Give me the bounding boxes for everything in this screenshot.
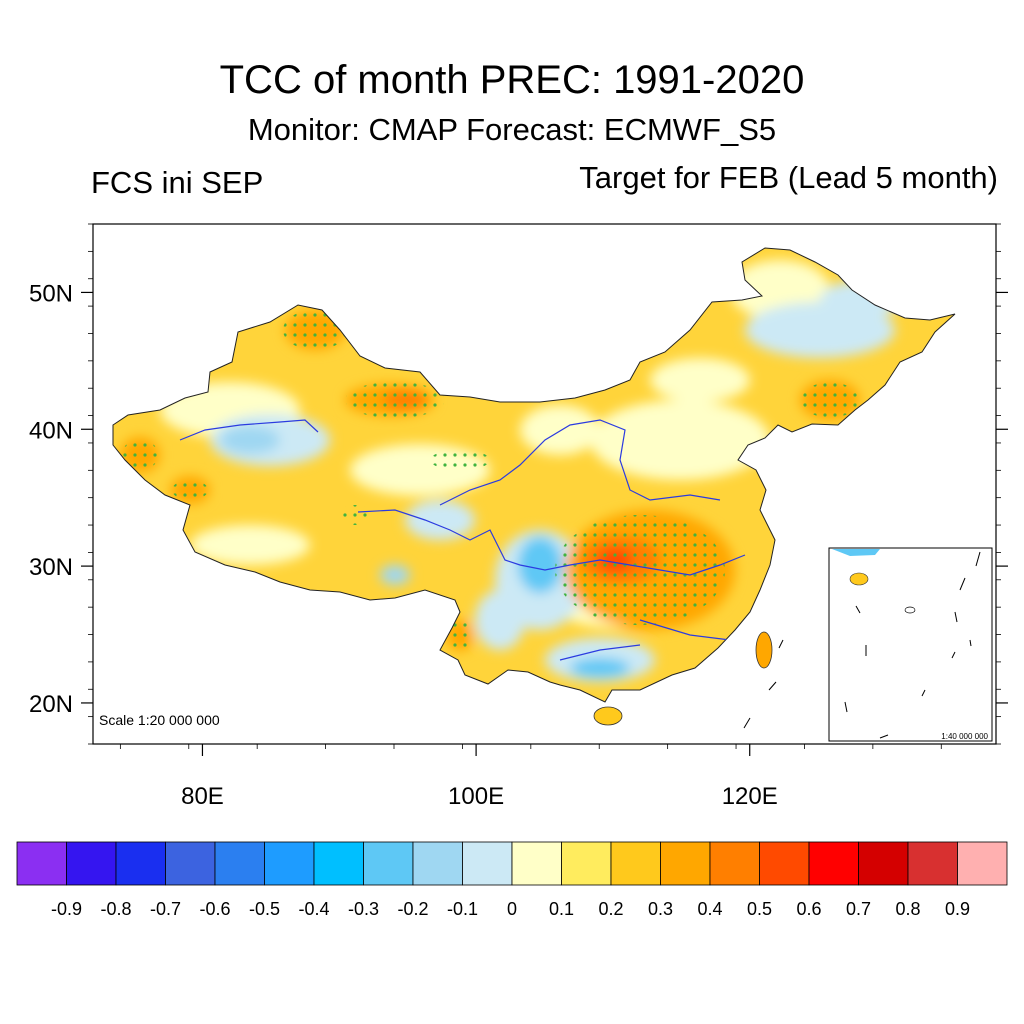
colorbar-label: 0.1 (549, 899, 574, 919)
lon-tick-label: 100E (448, 783, 504, 810)
colorbar-label: -0.7 (150, 899, 181, 919)
colorbar-swatch (709, 841, 760, 886)
map-title: TCC of month PREC: 1991-2020 (219, 58, 805, 102)
colorbar-swatch (115, 841, 166, 886)
colorbar-swatch (214, 841, 265, 886)
lon-tick-label: 120E (722, 783, 778, 810)
colorbar-label: 0.5 (747, 899, 772, 919)
colorbar-label: 0.6 (796, 899, 821, 919)
colorbar-label: -0.5 (249, 899, 280, 919)
lat-tick-label: 50N (29, 280, 73, 307)
china-border (112, 247, 956, 703)
nine-dash-segments (743, 639, 784, 729)
colorbar-swatch (165, 841, 216, 886)
colorbar-swatch (808, 841, 859, 886)
init-label: FCS ini SEP (91, 165, 264, 200)
taiwan-island (755, 631, 773, 669)
colorbar-swatch (16, 841, 67, 886)
colorbar: -0.9 -0.8 -0.7 -0.6 -0.5 -0.4 -0.3 -0.2 -0.1 0 0.1… (16, 841, 1008, 919)
colorbar-label: -0.3 (348, 899, 379, 919)
colorbar-swatch (462, 841, 513, 886)
colorbar-label: -0.1 (447, 899, 478, 919)
colorbar-label: -0.8 (100, 899, 131, 919)
lat-tick-label: 40N (29, 417, 73, 444)
colorbar-swatch (907, 841, 958, 886)
colorbar-swatch (660, 841, 711, 886)
colorbar-label: 0.2 (598, 899, 623, 919)
colorbar-label: 0.3 (648, 899, 673, 919)
colorbar-swatch (858, 841, 909, 886)
colorbar-label: -0.4 (298, 899, 329, 919)
colorbar-swatch (313, 841, 364, 886)
colorbar-swatch (511, 841, 562, 886)
colorbar-label: -0.6 (199, 899, 230, 919)
map-axes: 20N 30N 40N 50N 80E 100E 120E (29, 223, 1008, 810)
lat-tick-label: 30N (29, 554, 73, 581)
colorbar-swatch (561, 841, 612, 886)
colorbar-swatch (610, 841, 661, 886)
hainan-island (593, 706, 623, 726)
colorbar-label: 0.8 (895, 899, 920, 919)
colorbar-swatch (957, 841, 1008, 886)
colorbar-label: 0.4 (697, 899, 722, 919)
colorbar-label: -0.2 (397, 899, 428, 919)
lat-tick-label: 20N (29, 691, 73, 718)
significance-stippling (122, 310, 858, 649)
target-label: Target for FEB (Lead 5 month) (579, 160, 998, 195)
inset-scale-label: 1:40 000 000 (941, 732, 988, 741)
colorbar-label: 0.9 (945, 899, 970, 919)
colorbar-swatch (363, 841, 414, 886)
colorbar-swatch (66, 841, 117, 886)
colorbar-swatch (412, 841, 463, 886)
colorbar-label: 0.7 (846, 899, 871, 919)
rivers (179, 419, 746, 661)
colorbar-swatch (759, 841, 810, 886)
colorbar-label: -0.9 (51, 899, 82, 919)
south-china-sea-inset (828, 547, 993, 742)
map-subtitle: Monitor: CMAP Forecast: ECMWF_S5 (247, 112, 777, 147)
lon-tick-label: 80E (181, 783, 224, 810)
colorbar-swatch (264, 841, 315, 886)
colorbar-label: 0 (507, 899, 517, 919)
scale-label: Scale 1:20 000 000 (99, 712, 220, 728)
